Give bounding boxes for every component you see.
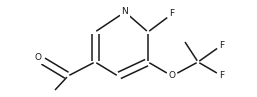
Text: N: N (122, 7, 128, 16)
Text: F: F (169, 10, 175, 19)
Text: F: F (219, 41, 225, 49)
Text: O: O (34, 54, 41, 62)
Text: O: O (169, 71, 176, 81)
Text: F: F (219, 71, 225, 81)
